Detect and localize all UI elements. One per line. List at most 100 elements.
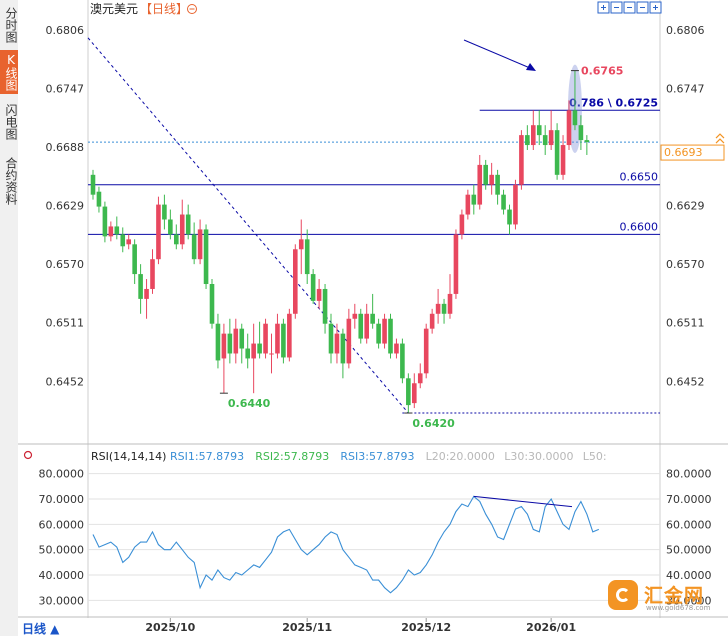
candle-body	[269, 353, 274, 355]
candle-body	[215, 323, 221, 361]
rsi-series-line	[92, 495, 600, 594]
candle-body	[150, 259, 155, 289]
candle-body	[548, 130, 554, 146]
price-tick-right: 0.6747	[666, 82, 705, 95]
chart-header: 澳元美元 【日线】	[90, 1, 662, 16]
price-annotation-label: 0.6440	[228, 397, 271, 410]
candle-body	[412, 383, 417, 404]
candle-body	[489, 174, 494, 185]
period-label[interactable]: 【日线】	[140, 2, 188, 16]
rsi-tick-left: 30.0000	[39, 594, 85, 607]
candle-body	[162, 204, 167, 220]
candle-body	[566, 110, 572, 146]
candle-body	[304, 239, 310, 275]
side-tab-bar: 分时图 K线图 闪电图 合约资料	[0, 0, 19, 636]
candle-body	[197, 229, 203, 260]
candle-body	[572, 110, 578, 126]
time-tick-label: 2025/12	[401, 621, 451, 634]
price-tick-left: 0.6511	[46, 317, 85, 330]
tab-contract-info[interactable]: 合约资料	[4, 157, 18, 205]
candle-body	[310, 274, 316, 301]
rsi-legend: RSI1:57.8793 RSI2:57.8793 RSI3:57.8793 L20:…	[170, 450, 607, 463]
price-level-label: 0.6600	[620, 220, 659, 233]
rsi-tick-left: 40.0000	[39, 569, 85, 582]
rsi-title: RSI(14,14,14)	[91, 450, 166, 463]
candle-body	[132, 244, 137, 275]
candle-body	[441, 303, 447, 314]
candle-body	[465, 194, 471, 215]
candle-body	[507, 209, 512, 225]
candle-body	[435, 303, 441, 314]
price-tick-left: 0.6452	[46, 375, 85, 388]
candle-body	[144, 288, 149, 299]
descending-trendline	[87, 37, 409, 414]
candle-body	[370, 313, 375, 324]
candle-body	[471, 194, 477, 205]
price-tick-left: 0.6570	[46, 258, 85, 271]
candle-body	[358, 313, 364, 339]
candle-body	[536, 125, 542, 136]
time-tick-label: 2026/01	[526, 621, 576, 634]
candle-body	[316, 288, 322, 301]
candle-body	[531, 125, 536, 146]
rsi-legend-item: RSI2:57.8793	[255, 450, 329, 463]
arrow-head	[526, 63, 536, 71]
candle-body	[584, 140, 590, 143]
tab-kline[interactable]: K线图	[0, 50, 18, 94]
candle-body	[429, 313, 435, 329]
candle-body	[90, 174, 96, 195]
price-level-label: 0.786 \ 0.6725	[569, 96, 658, 109]
candle-body	[340, 333, 346, 364]
rsi-legend-item: L50:	[583, 450, 607, 463]
candle-body	[376, 323, 381, 344]
candle-body	[334, 333, 340, 354]
rsi-settings-icon[interactable]	[23, 450, 33, 460]
candle-body	[108, 226, 114, 237]
rsi-legend-item: L30:30.0000	[504, 450, 573, 463]
candle-body	[554, 130, 560, 175]
rsi-tick-right: 30.0000	[666, 594, 712, 607]
rsi-header: RSI(14,14,14) RSI1:57.8793 RSI2:57.8793 RS…	[23, 450, 607, 463]
brand-logo: 汇金网 www.gold678.com	[608, 580, 720, 614]
candle-body	[293, 249, 298, 314]
annotations: 0.6765 0.6440 0.6420	[219, 65, 623, 430]
rsi-tick-left: 50.0000	[39, 544, 85, 557]
candle-body	[364, 313, 369, 339]
price-tick-left: 0.6747	[46, 82, 85, 95]
rsi-tick-right: 70.0000	[666, 493, 712, 506]
rsi-trendline	[473, 495, 573, 508]
price-annotation-label: 0.6765	[581, 65, 623, 78]
candle-body	[328, 323, 334, 354]
candle-body	[102, 206, 108, 237]
candle-body	[114, 226, 120, 235]
candle-body	[138, 274, 143, 299]
candle-body	[400, 343, 405, 379]
candle-body	[239, 328, 245, 349]
candle-body	[168, 219, 173, 235]
brand-name: 汇金网	[644, 585, 705, 607]
candle-body	[501, 194, 506, 210]
brand-url: www.gold678.com	[646, 604, 711, 612]
rsi-tick-right: 60.0000	[666, 518, 712, 531]
candle-body	[120, 234, 126, 247]
candle-body	[495, 174, 500, 195]
price-tick-right: 0.6629	[666, 200, 705, 213]
candle-body	[96, 191, 102, 207]
candle-body	[459, 214, 465, 235]
candle-body	[578, 125, 584, 141]
rsi-tick-right: 80.0000	[666, 468, 712, 481]
period-selector[interactable]: 日线 ▲	[22, 622, 60, 636]
arrow-annotation	[463, 39, 531, 69]
candle-body	[221, 333, 227, 359]
rsi-tick-left: 60.0000	[39, 518, 85, 531]
price-tick-left: 0.6688	[46, 141, 85, 154]
candle-body	[251, 343, 256, 359]
price-tick-left: 0.6806	[46, 24, 85, 37]
tab-flash[interactable]: 闪电图	[4, 104, 18, 140]
period-toggle-icon[interactable]	[187, 4, 197, 14]
price-tick-right: 0.6570	[666, 258, 705, 271]
tab-intraday[interactable]: 分时图	[4, 7, 18, 43]
scroll-up-icon[interactable]	[715, 133, 725, 144]
axis-labels: 0.6806 0.6747 0.6688 0.6629 0.6570 0.6511 0.64…	[46, 24, 705, 634]
